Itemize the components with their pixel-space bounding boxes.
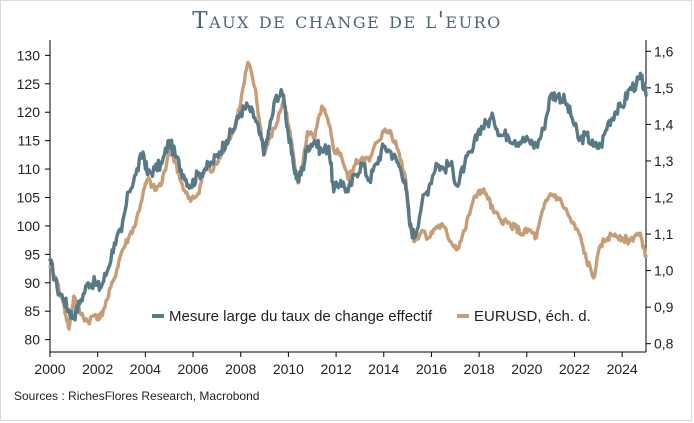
x-tick-label: 2008 xyxy=(225,361,256,377)
y-right-tick-label: 1,4 xyxy=(654,116,674,132)
y-left-tick-label: 90 xyxy=(24,275,40,291)
y-right-tick-label: 1,2 xyxy=(654,190,674,206)
x-tick-label: 2018 xyxy=(464,361,495,377)
y-right-tick-label: 1,1 xyxy=(654,226,674,242)
x-tick-label: 2014 xyxy=(368,361,399,377)
x-tick-label: 2000 xyxy=(34,361,65,377)
y-right-tick-label: 0,9 xyxy=(654,299,674,315)
chart-title: Taux de change de l'euro xyxy=(192,8,502,34)
y-left-tick-label: 125 xyxy=(17,76,41,92)
y-left-tick-label: 100 xyxy=(17,218,41,234)
legend-label: Mesure large du taux de change effectif xyxy=(169,308,433,325)
y-left-tick-label: 105 xyxy=(17,190,41,206)
x-tick-label: 2012 xyxy=(321,361,352,377)
x-tick-label: 2020 xyxy=(511,361,542,377)
x-tick-label: 2002 xyxy=(82,361,113,377)
series-line-effective xyxy=(48,71,648,322)
series-line-eurusd xyxy=(48,60,648,331)
y-left-tick-label: 115 xyxy=(18,133,41,149)
x-tick-label: 2004 xyxy=(130,361,161,377)
series-lines xyxy=(48,60,648,331)
y-right-tick-label: 0,8 xyxy=(654,336,674,352)
source-note: Sources : RichesFlores Research, Macrobo… xyxy=(14,389,260,403)
y-left-tick-label: 130 xyxy=(17,47,41,63)
legend: Mesure large du taux de change effectif E… xyxy=(152,308,591,325)
legend-label: EURUSD, éch. d. xyxy=(474,308,591,325)
y-left-tick-label: 85 xyxy=(24,303,40,319)
y-right-tick-label: 1,0 xyxy=(654,263,674,279)
x-tick-label: 2024 xyxy=(607,361,638,377)
x-tick-label: 2022 xyxy=(559,361,590,377)
y-left-tick-label: 110 xyxy=(18,161,41,177)
y-right-tick-label: 1,3 xyxy=(654,153,674,169)
y-left-tick-label: 120 xyxy=(17,104,41,120)
axes-group: 80 85 90 95 100 105 110 115 120 125 130 0,8 0,9 1,0 1,… xyxy=(17,40,674,377)
y-right-tick-label: 1,5 xyxy=(654,80,674,96)
y-left-tick-label: 95 xyxy=(24,246,40,262)
x-tick-label: 2006 xyxy=(177,361,208,377)
x-tick-label: 2010 xyxy=(273,361,304,377)
y-right-tick-label: 1,6 xyxy=(654,43,674,59)
x-tick-label: 2016 xyxy=(416,361,447,377)
y-left-tick-label: 80 xyxy=(24,332,40,348)
